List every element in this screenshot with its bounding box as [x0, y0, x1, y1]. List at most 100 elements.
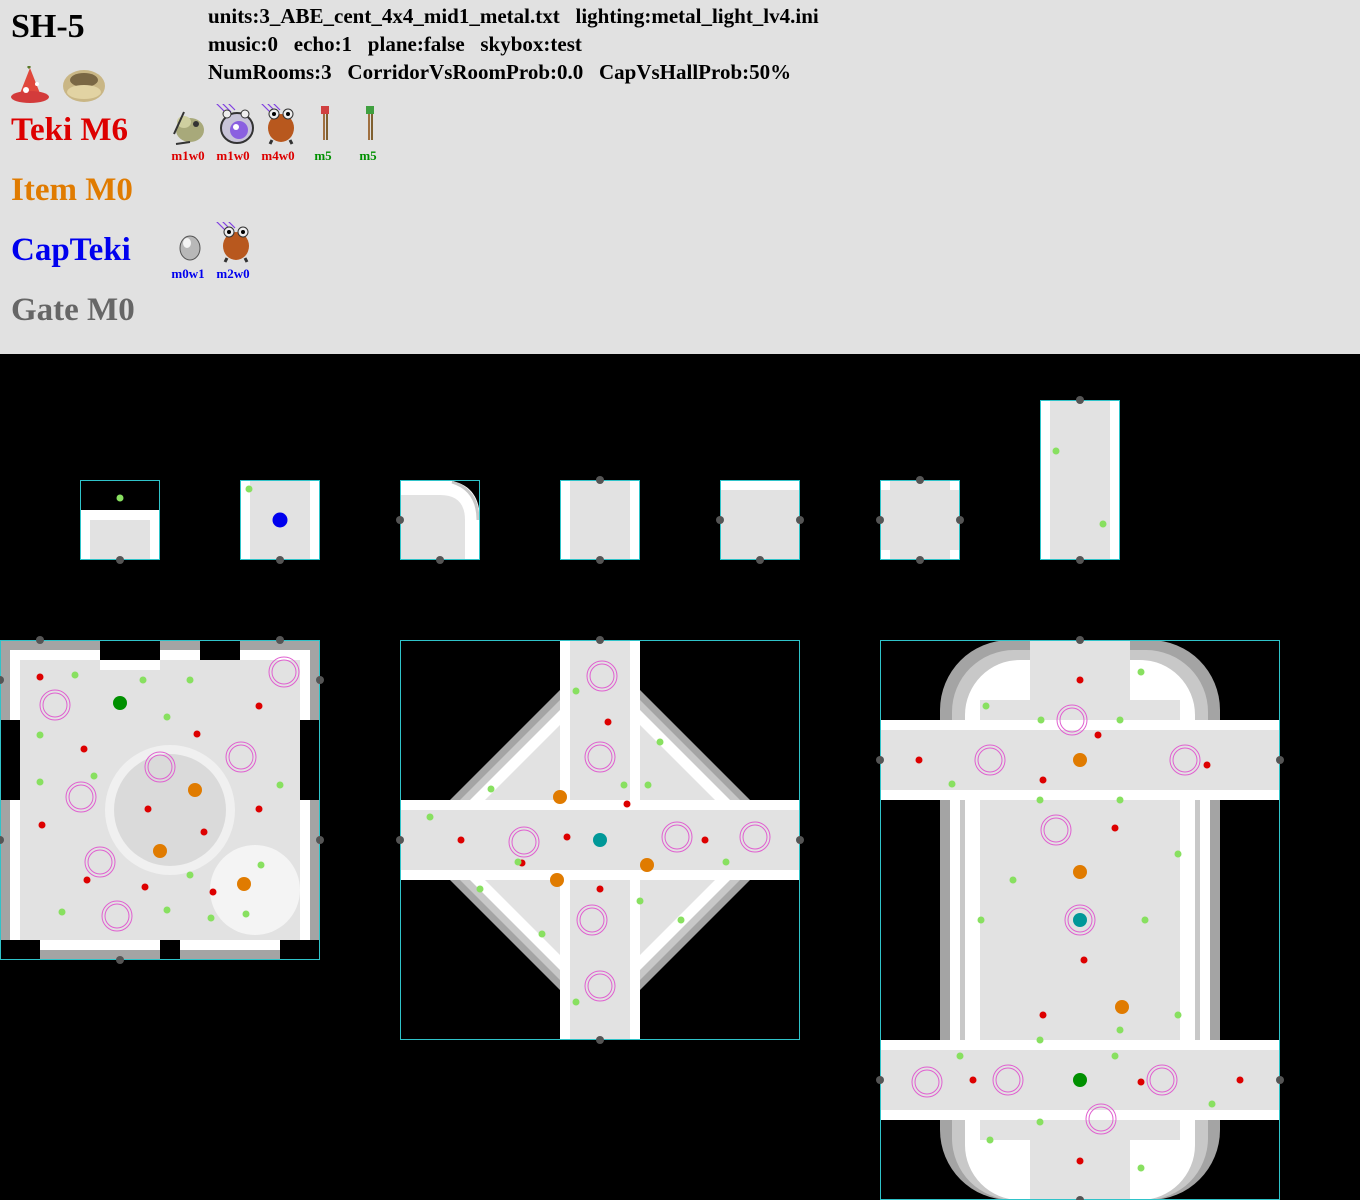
- plant-spawn-point: [986, 1136, 994, 1144]
- plant-spawn-point: [1036, 796, 1044, 804]
- falling-spawn-ring: [742, 824, 768, 850]
- teki-spawn-point: [80, 745, 88, 753]
- falling-spawn-ring: [664, 824, 690, 850]
- plant-spawn-point: [426, 813, 434, 821]
- falling-spawn-ring: [1088, 1106, 1114, 1132]
- teki-spawn-point: [1076, 676, 1084, 684]
- falling-spawn-ring: [995, 1067, 1021, 1093]
- plant-spawn-point: [257, 861, 265, 869]
- falling-spawn-ring: [101, 900, 133, 932]
- cap-spawn-point: [272, 512, 288, 528]
- falling-spawn-ring: [914, 1069, 940, 1095]
- door-point: [316, 676, 324, 684]
- plant-spawn-point: [207, 914, 215, 922]
- door-point: [1076, 396, 1084, 404]
- door-point: [796, 516, 804, 524]
- falling-spawn-ring: [1067, 907, 1093, 933]
- teki-spawn-point: [193, 730, 201, 738]
- map-shape: [570, 480, 630, 560]
- map-shape: [1050, 400, 1110, 560]
- mamuta-icon: [173, 111, 204, 145]
- teki-spawn-point: [209, 888, 217, 896]
- egg-icon: [179, 235, 201, 261]
- item-spawn-point: [640, 858, 654, 872]
- plant-spawn-point: [58, 908, 66, 916]
- falling-spawn-ring: [1146, 1064, 1178, 1096]
- spawn-count-label: m2w0: [216, 266, 250, 281]
- teki-entry: m1w0: [168, 104, 208, 166]
- falling-spawn-ring: [579, 907, 605, 933]
- map-shape: [940, 800, 950, 1040]
- map-shape: [0, 940, 40, 960]
- falling-spawn-ring: [1043, 817, 1069, 843]
- plant-spawn-point: [1137, 668, 1145, 676]
- map-shape: [950, 800, 960, 1040]
- falling-spawn-ring: [65, 781, 97, 813]
- falling-spawn-ring: [1064, 904, 1096, 936]
- fire-dwarf-bulborb-icon: [216, 222, 249, 263]
- map-shape: [1200, 800, 1210, 1040]
- falling-spawn-ring: [1056, 704, 1088, 736]
- spawn-count-label: m1w0: [216, 148, 250, 163]
- plant-spawn-point: [636, 897, 644, 905]
- teki-category-label: Teki M6: [11, 112, 129, 148]
- plant-spawn-point: [1141, 916, 1149, 924]
- falling-spawn-ring: [584, 741, 616, 773]
- falling-spawn-ring: [589, 663, 615, 689]
- plant-spawn-point: [956, 1052, 964, 1060]
- green-flower-stalk-icon: [366, 106, 374, 140]
- teki-spawn-point: [255, 805, 263, 813]
- falling-spawn-ring: [225, 741, 257, 773]
- plant-spawn-point: [1208, 1100, 1216, 1108]
- teki-spawn-point: [144, 805, 152, 813]
- door-point: [396, 836, 404, 844]
- plant-spawn-point: [90, 772, 98, 780]
- door-point: [1276, 1076, 1284, 1084]
- falling-spawn-ring: [228, 744, 254, 770]
- spawn-count-label: m5: [359, 148, 377, 163]
- teki-spawn-point: [563, 833, 571, 841]
- teki-entry: m5: [303, 104, 343, 166]
- map-shape: [880, 480, 960, 560]
- door-point: [0, 836, 4, 844]
- teki-spawn-point: [141, 883, 149, 891]
- door-point: [796, 836, 804, 844]
- teki-spawn-point: [1076, 1157, 1084, 1165]
- plant-spawn-point: [620, 781, 628, 789]
- door-point: [36, 636, 44, 644]
- map-shape: [100, 640, 160, 660]
- door-point: [1076, 556, 1084, 564]
- plant-spawn-point: [677, 916, 685, 924]
- plant-spawn-point: [487, 785, 495, 793]
- teki-spawn-point: [969, 1076, 977, 1084]
- falling-spawn-ring: [1169, 744, 1201, 776]
- teki-spawn-point: [1111, 824, 1119, 832]
- corner-edge: [451, 480, 480, 521]
- plant-spawn-point: [276, 781, 284, 789]
- plant-spawn-point: [186, 871, 194, 879]
- door-point: [596, 476, 604, 484]
- map-shape: [100, 660, 160, 670]
- door-point: [756, 556, 764, 564]
- door-point: [1076, 1196, 1084, 1200]
- music-echo-line: music:0 echo:1 plane:false skybox:test: [208, 32, 582, 56]
- plant-spawn-point: [139, 676, 147, 684]
- teki-spawn-point: [623, 800, 631, 808]
- falling-spawn-ring: [974, 744, 1006, 776]
- plant-spawn-point: [538, 930, 546, 938]
- room-probability-line: NumRooms:3 CorridorVsRoomProb:0.0 CapVsH…: [208, 60, 792, 84]
- capteki-category-label: CapTeki: [11, 232, 131, 268]
- plant-spawn-point: [1052, 447, 1060, 455]
- falling-spawn-ring: [511, 829, 537, 855]
- door-point: [876, 756, 884, 764]
- plant-spawn-point: [1116, 716, 1124, 724]
- door-point: [396, 516, 404, 524]
- teki-spawn-point: [200, 828, 208, 836]
- item-spawn-point: [153, 844, 167, 858]
- plant-spawn-point: [186, 676, 194, 684]
- falling-spawn-ring: [508, 826, 540, 858]
- plant-spawn-point: [242, 910, 250, 918]
- map-shape: [720, 490, 800, 560]
- bowl-treasure-icon: [63, 70, 105, 102]
- plant-spawn-point: [1116, 796, 1124, 804]
